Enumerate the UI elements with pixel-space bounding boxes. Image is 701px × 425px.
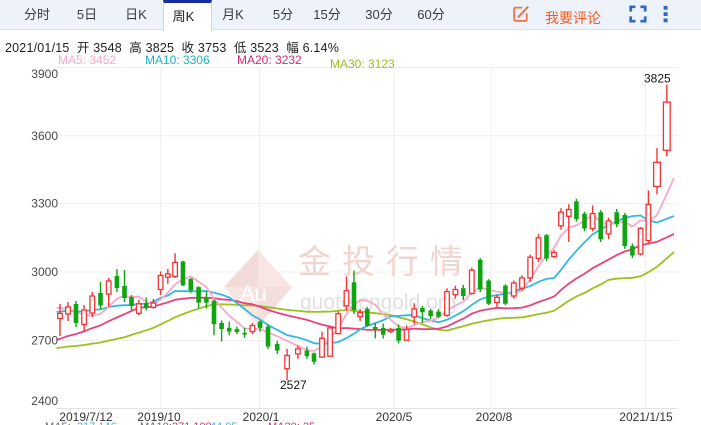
svg-text:2700: 2700 [31,334,58,348]
svg-text:3900: 3900 [31,67,58,81]
svg-text:2400: 2400 [31,394,58,408]
svg-text:3000: 3000 [31,265,58,279]
svg-text:MA10: 3306: MA10: 3306 [145,53,210,67]
svg-text:Au: Au [240,281,267,306]
svg-text:2527: 2527 [280,378,307,392]
svg-text:3600: 3600 [31,129,58,143]
svg-text:quote.cngold.org: quote.cngold.org [300,291,456,314]
svg-text:2019/10: 2019/10 [137,410,181,424]
svg-text:317,146: 317,146 [77,421,117,425]
svg-text:2019/7/12: 2019/7/12 [59,410,113,424]
svg-text:2020/5: 2020/5 [376,410,413,424]
svg-text:MA10:: MA10: [140,421,172,425]
svg-text:44,05: 44,05 [210,421,238,425]
svg-text:2021/1/15: 2021/1/15 [619,410,673,424]
svg-text:MA20: 3232: MA20: 3232 [237,53,302,67]
svg-text:MA20: 25: MA20: 25 [268,421,315,425]
svg-text:MA5:: MA5: [45,421,71,425]
svg-text:2020/8: 2020/8 [476,410,513,424]
svg-text:2020/1: 2020/1 [243,410,280,424]
svg-text:MA30: 3123: MA30: 3123 [330,57,395,71]
svg-text:金投行情: 金投行情 [298,243,474,280]
svg-text:371,100: 371,100 [172,421,212,425]
svg-text:3300: 3300 [31,197,58,211]
svg-text:MA5: 3452: MA5: 3452 [58,53,116,67]
svg-text:3825: 3825 [644,72,671,86]
